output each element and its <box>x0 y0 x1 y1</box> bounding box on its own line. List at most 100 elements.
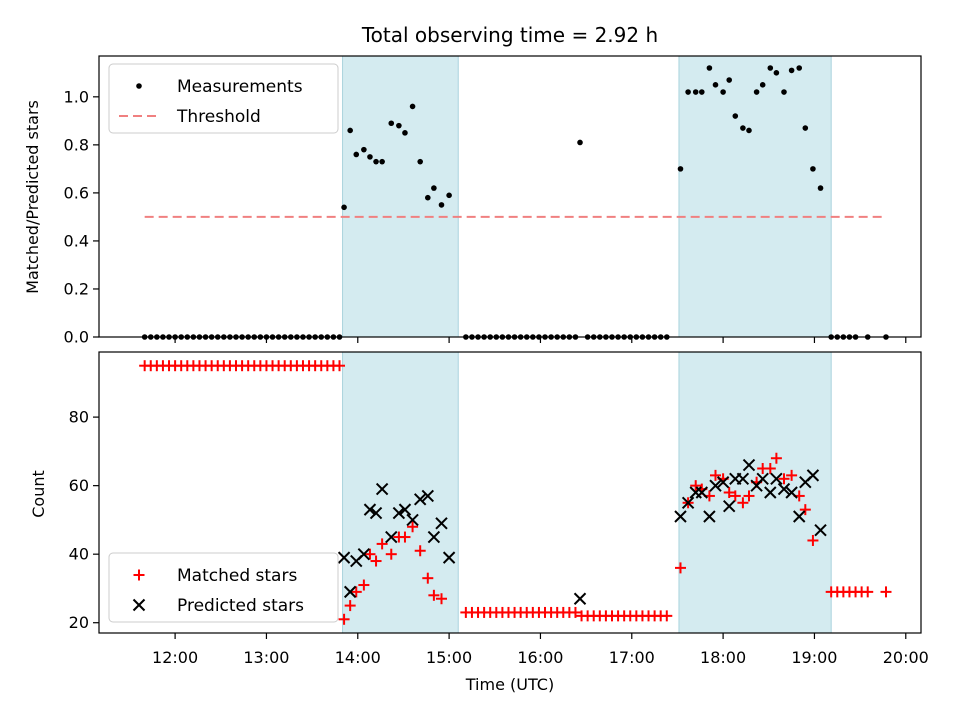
matched-star-point <box>422 572 434 584</box>
top-axes: 0.0 0.2 0.4 0.6 0.8 1.0 <box>64 55 922 347</box>
y-tick-label: 0.4 <box>64 231 89 250</box>
y-tick-label: 1.0 <box>64 87 89 106</box>
predicted-star-point <box>363 503 377 516</box>
figure-title: Total observing time = 2.92 h <box>361 23 658 47</box>
y-tick-label: 40 <box>69 545 89 564</box>
predicted-star-point <box>716 476 730 489</box>
top-observing-windows <box>342 55 832 338</box>
measurement-point <box>732 113 739 119</box>
measurement-point <box>759 82 766 88</box>
predicted-star-point <box>770 472 783 485</box>
measurement-point <box>431 185 437 191</box>
y-tick-label: 0.2 <box>64 279 89 298</box>
predicted-star-point <box>785 486 798 499</box>
measurement-point <box>353 151 360 158</box>
predicted-star-point <box>742 458 756 472</box>
predicted-star-point <box>337 551 351 564</box>
predicted-star-point <box>756 472 769 485</box>
y-tick-label: 0.8 <box>64 135 89 154</box>
matched-star-point <box>414 545 426 557</box>
matched-star-point <box>358 579 370 591</box>
top-legend: Measurements Threshold <box>108 63 339 134</box>
matched-star-point <box>338 613 350 625</box>
legend-frame <box>108 63 339 134</box>
x-tick-label: 18:00 <box>700 648 746 667</box>
x-axis-label: Time (UTC) <box>465 675 554 694</box>
matched-star-point <box>399 531 411 543</box>
bottom-ylabel: Count <box>29 470 48 518</box>
measurement-point <box>692 89 699 95</box>
matched-star-point <box>690 480 702 492</box>
predicted-star-point <box>398 503 412 516</box>
matched-star-point <box>737 497 749 509</box>
matched-star-point <box>407 521 419 533</box>
y-tick-label: 0.0 <box>64 328 89 347</box>
measurement-point <box>379 158 385 165</box>
x-tick-label: 12:00 <box>152 648 198 667</box>
bottom-legend: Matched stars Predicted stars <box>108 552 339 623</box>
measurement-point <box>347 127 353 134</box>
matched-star-point <box>723 487 735 498</box>
observing-window-1 <box>342 55 459 338</box>
predicted-star-point <box>777 482 791 496</box>
predicted-star-point <box>814 523 827 537</box>
predicted-star-point <box>406 513 419 527</box>
matched-star-point <box>344 600 356 612</box>
measurement-point <box>446 192 452 199</box>
measurement-point <box>361 146 367 153</box>
measurement-point <box>685 89 691 95</box>
predicted-star-point <box>357 547 371 561</box>
measurement-point <box>781 89 787 95</box>
measurement-point <box>720 89 726 95</box>
observing-window-2 <box>678 351 832 634</box>
predicted-star-point <box>674 510 687 523</box>
bottom-axes: 20 40 60 80 12:00 13:00 14:00 15:00 16:00 17:00 18… <box>69 351 929 667</box>
matched-star-point <box>674 562 686 574</box>
legend-label: Threshold <box>176 107 261 127</box>
predicted-star-point <box>392 506 406 520</box>
count-points <box>139 360 892 625</box>
matched-star-point <box>436 593 447 605</box>
measurement-point <box>726 77 732 83</box>
predicted-star-point <box>375 482 389 496</box>
matched-star-point <box>743 490 755 502</box>
matched-star-point <box>364 548 376 560</box>
count-panel: 20 40 60 80 12:00 13:00 14:00 15:00 16:00 17:00 18… <box>29 351 929 667</box>
measurement-point <box>367 154 373 160</box>
legend-x-marker <box>132 598 146 612</box>
predicted-star-point <box>806 469 820 482</box>
measurement-point <box>373 158 379 165</box>
predicted-star-point <box>709 479 722 492</box>
measurement-point <box>396 122 402 129</box>
predicted-star-point <box>343 585 357 599</box>
y-tick-label: 0.6 <box>64 183 89 202</box>
measurement-point <box>388 120 395 127</box>
x-tick-label: 19:00 <box>791 648 837 667</box>
y-tick-label: 20 <box>69 613 89 632</box>
predicted-star-point <box>442 551 456 564</box>
x-tick-label: 20:00 <box>883 648 929 667</box>
matched-star-point <box>799 504 811 516</box>
measurement-point <box>409 103 416 110</box>
matched-star-point <box>880 586 892 598</box>
axes-frame <box>98 55 922 338</box>
matched-star-point <box>370 555 382 567</box>
matched-star-point <box>786 469 798 481</box>
ratio-panel: 0.0 0.2 0.4 0.6 0.8 1.0 Matched/Predicted sta… <box>23 55 922 347</box>
measurement-point <box>706 65 713 71</box>
measurement-point <box>788 67 795 74</box>
measurement-point <box>773 70 780 76</box>
predicted-star-point <box>681 496 695 509</box>
matched-star-point <box>710 469 721 481</box>
matched-star-point <box>376 538 388 550</box>
legend-label: Predicted stars <box>177 596 304 616</box>
matched-star-point <box>729 490 741 502</box>
measurement-point <box>402 130 408 136</box>
matched-star-point <box>428 589 440 601</box>
measurement-point <box>699 89 705 95</box>
matched-star-point <box>350 586 362 598</box>
predicted-star-point <box>695 486 709 499</box>
top-ylabel: Matched/Predicted stars <box>23 100 42 294</box>
measurement-point <box>577 139 583 146</box>
